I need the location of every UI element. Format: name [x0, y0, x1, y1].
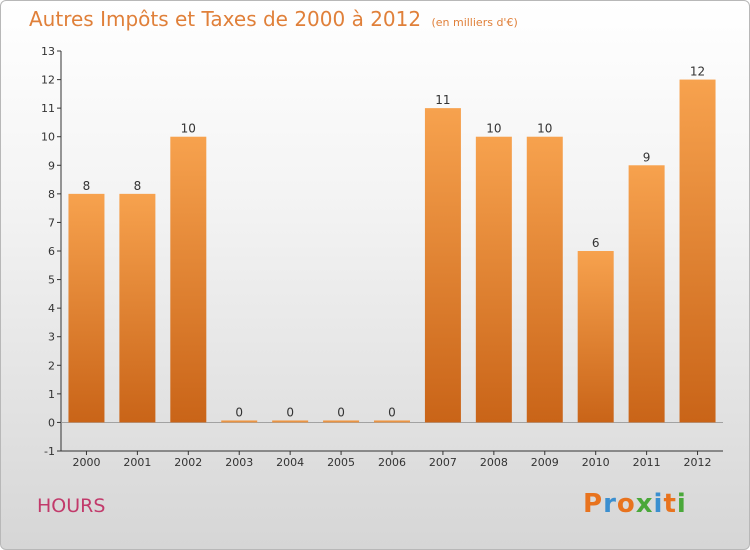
- x-tick-label: 2000: [72, 456, 100, 469]
- bar: [475, 136, 512, 423]
- bar-value-label: 0: [235, 405, 243, 419]
- bar: [170, 136, 207, 423]
- chart-title: Autres Impôts et Taxes de 2000 à 2012 (e…: [29, 7, 518, 31]
- bar-value-label: 10: [486, 122, 501, 136]
- bar: [628, 165, 665, 423]
- bar: [374, 420, 410, 423]
- logo-letter: i: [653, 489, 664, 519]
- bar-value-label: 11: [435, 93, 450, 107]
- x-tick-label: 2011: [633, 456, 661, 469]
- bar: [68, 193, 105, 423]
- bar-value-label: 12: [690, 65, 705, 79]
- y-tick-label: 9: [48, 159, 55, 172]
- y-tick-label: 1: [48, 388, 55, 401]
- chart-subtitle: (en milliers d'€): [431, 16, 518, 29]
- x-tick-label: 2010: [582, 456, 610, 469]
- bar: [424, 108, 461, 423]
- y-tick-label: 5: [48, 274, 55, 287]
- y-tick-label: 2: [48, 359, 55, 372]
- bar: [526, 136, 563, 423]
- y-tick-label: 7: [48, 216, 55, 229]
- x-tick-label: 2006: [378, 456, 406, 469]
- bar-value-label: 0: [286, 405, 294, 419]
- x-tick-label: 2008: [480, 456, 508, 469]
- bar: [679, 79, 716, 423]
- bar: [119, 193, 156, 423]
- y-tick-label: 10: [41, 131, 55, 144]
- proxiti-logo[interactable]: Proxiti: [583, 489, 687, 519]
- bar-value-label: 9: [643, 150, 651, 164]
- logo-letter: t: [663, 489, 677, 519]
- y-tick-label: 12: [41, 74, 55, 87]
- chart-x-ticks: 2000 2001 2002 2003 2004 2005 2006 2007 2008 2009…: [72, 451, 712, 469]
- y-tick-label: 0: [48, 416, 55, 429]
- bar: [272, 420, 309, 423]
- chart-title-text: Autres Impôts et Taxes de 2000 à 2012: [29, 7, 422, 31]
- bar-value-label: 0: [337, 405, 345, 419]
- y-tick-label: 13: [41, 45, 55, 58]
- bar-value-label: 10: [181, 122, 196, 136]
- bar-value-label: 6: [592, 236, 600, 250]
- y-tick-label: 8: [48, 188, 55, 201]
- bar: [323, 420, 360, 423]
- y-tick-label: 11: [41, 102, 55, 115]
- bar-value-label: 0: [388, 405, 396, 419]
- x-tick-label: 2001: [123, 456, 151, 469]
- x-tick-label: 2005: [327, 456, 355, 469]
- y-tick-label: -1: [44, 445, 55, 458]
- x-tick-label: 2009: [531, 456, 559, 469]
- place-name: HOURS: [37, 495, 106, 517]
- logo-letter: x: [635, 489, 654, 519]
- bar: [577, 251, 614, 423]
- logo-letter: o: [616, 489, 636, 519]
- x-tick-label: 2003: [225, 456, 253, 469]
- y-tick-label: 4: [48, 302, 55, 315]
- chart-data-labels: 8 8 10 0 0 0 0 11 10 10 6 9 12: [83, 65, 706, 420]
- x-tick-label: 2004: [276, 456, 304, 469]
- logo-letter: i: [676, 489, 687, 519]
- x-tick-label: 2002: [174, 456, 202, 469]
- bar: [221, 420, 258, 423]
- y-tick-label: 6: [48, 245, 55, 258]
- chart-bars: [68, 79, 716, 423]
- bar-value-label: 10: [537, 122, 552, 136]
- logo-letter: P: [583, 489, 604, 519]
- bar-value-label: 8: [83, 179, 91, 193]
- x-tick-label: 2012: [684, 456, 712, 469]
- bar-value-label: 8: [134, 179, 142, 193]
- y-tick-label: 3: [48, 331, 55, 344]
- logo-letter: r: [603, 489, 617, 519]
- x-tick-label: 2007: [429, 456, 457, 469]
